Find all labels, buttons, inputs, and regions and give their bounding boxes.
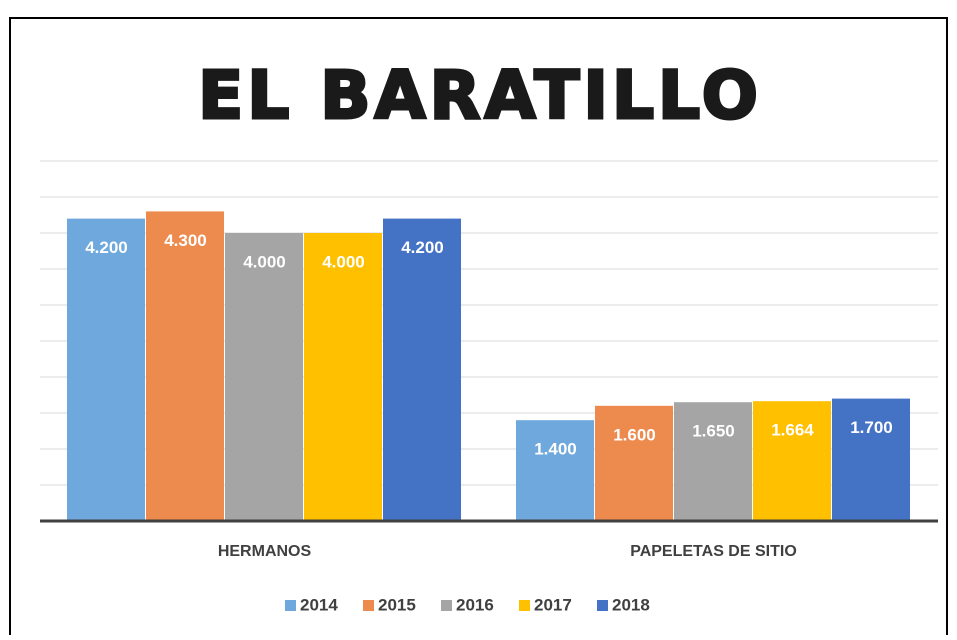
bar	[674, 402, 752, 521]
legend-swatch	[363, 600, 374, 611]
value-label: 1.700	[850, 418, 893, 437]
bar	[304, 233, 382, 521]
value-label: 1.400	[534, 440, 577, 459]
value-label: 4.200	[85, 238, 128, 257]
x-tick-label: HERMANOS	[218, 543, 312, 560]
value-label: 1.600	[613, 425, 656, 444]
legend-swatch	[519, 600, 530, 611]
x-tick-label: PAPELETAS DE SITIO	[630, 543, 797, 560]
value-label: 4.200	[401, 238, 444, 257]
legend-label: 2017	[534, 595, 572, 614]
legend-swatch	[285, 600, 296, 611]
bar	[832, 398, 910, 521]
legend-label: 2014	[300, 595, 338, 614]
value-label: 4.000	[243, 252, 286, 271]
bar	[383, 218, 461, 521]
legend-label: 2018	[612, 595, 650, 614]
legend-swatch	[441, 600, 452, 611]
value-label: 1.650	[692, 422, 735, 441]
bar	[516, 420, 594, 521]
chart-title: EL BARATILLO	[198, 57, 762, 134]
bar	[67, 218, 145, 521]
value-label: 4.300	[164, 231, 207, 250]
legend-label: 2015	[378, 595, 416, 614]
bar	[595, 405, 673, 521]
bar	[225, 233, 303, 521]
legend-label: 2016	[456, 595, 494, 614]
value-label: 4.000	[322, 252, 365, 271]
legend-swatch	[597, 600, 608, 611]
value-label: 1.664	[771, 421, 814, 440]
bar	[146, 211, 224, 521]
bar	[753, 401, 831, 521]
